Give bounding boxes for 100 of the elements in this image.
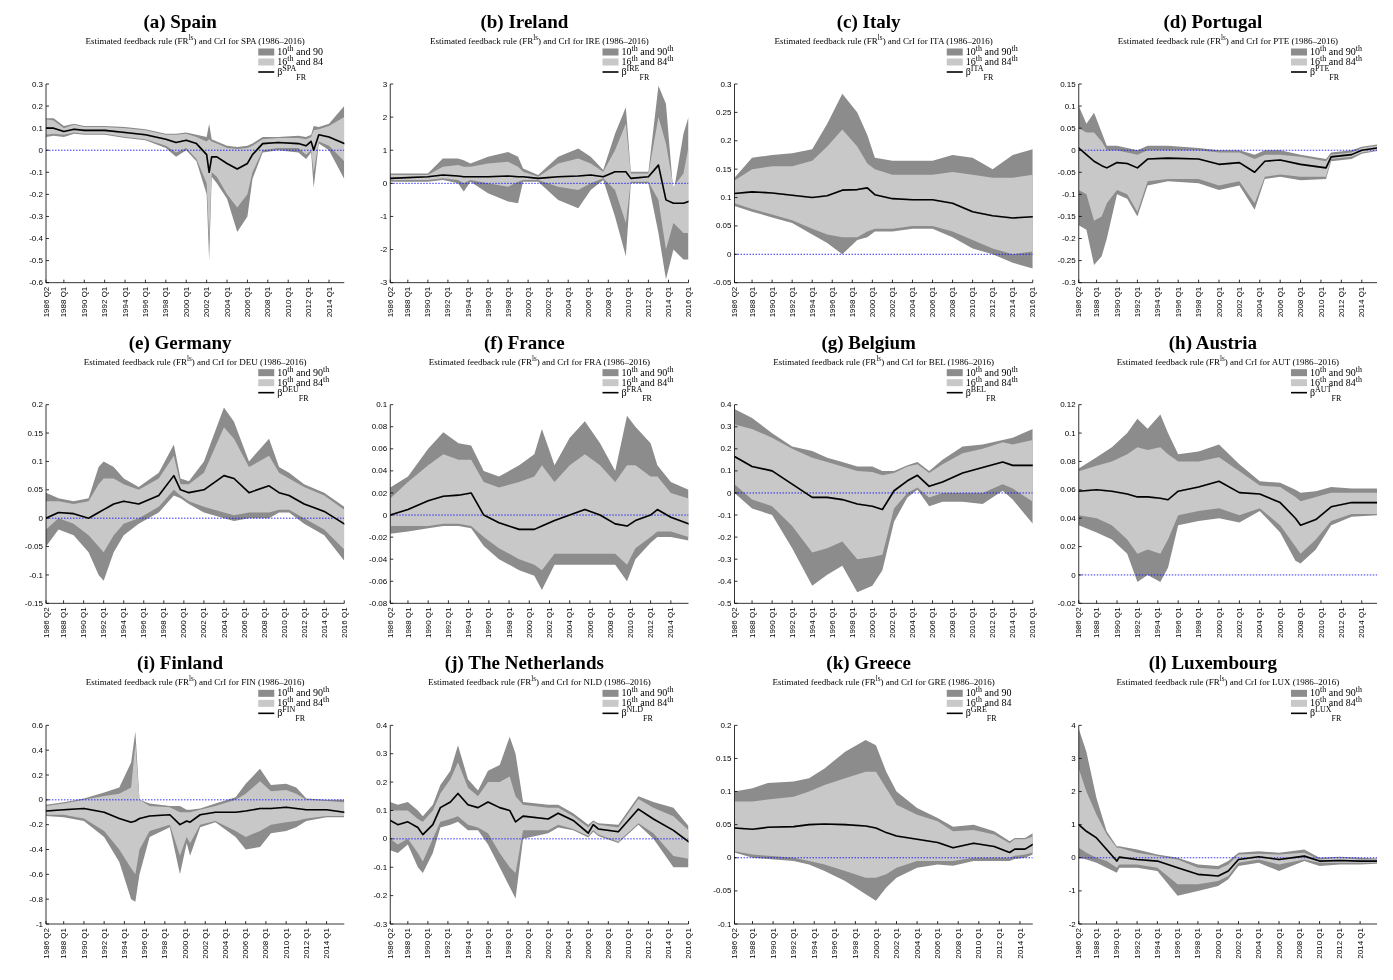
x-tick-label: 1994 Q1 — [119, 927, 129, 959]
y-tick-label: 0.05 — [715, 221, 733, 231]
y-tick-label: 0.2 — [376, 777, 388, 787]
chart-title: (g) Belgium — [821, 331, 917, 354]
x-tick-label: 1998 Q1 — [503, 927, 513, 959]
x-tick-label: 1992 Q1 — [787, 286, 797, 318]
x-tick-label: 2002 Q1 — [892, 927, 902, 959]
y-tick-label: 0 — [382, 178, 388, 188]
y-tick-label: 0 — [727, 249, 733, 259]
y-tick-label: -0.4 — [29, 234, 44, 244]
x-tick-label: 2002 Q1 — [1234, 606, 1244, 639]
y-tick-label: -0.15 — [24, 598, 44, 608]
y-tick-label: 0.4 — [376, 720, 388, 730]
x-tick-label: 2008 Q1 — [259, 606, 269, 639]
y-tick-label: -0.2 — [29, 189, 44, 199]
x-tick-label: 2012 Q1 — [299, 606, 309, 639]
x-tick-label: 2000 Q1 — [523, 927, 533, 959]
x-tick-label: 1986 Q2 — [41, 606, 51, 639]
x-tick-label: 2006 Q1 — [242, 286, 252, 318]
y-tick-label: 0.15 — [27, 428, 44, 438]
x-tick-label: 2006 Q1 — [1275, 606, 1285, 639]
y-tick-label: 0.04 — [1060, 513, 1077, 523]
x-tick-label: 2002 Q1 — [202, 286, 212, 318]
x-tick-label: 2004 Q1 — [1255, 286, 1265, 318]
x-tick-label: 2002 Q1 — [1234, 927, 1244, 959]
x-tick-label: 2014 Q1 — [319, 606, 329, 639]
x-tick-label: 2010 Q1 — [1316, 286, 1326, 318]
x-tick-label: 1996 Q1 — [140, 927, 150, 959]
x-tick-label: 2010 Q1 — [283, 286, 293, 318]
x-tick-label: 1998 Q1 — [847, 286, 857, 318]
x-tick-label: 2008 Q1 — [1296, 286, 1306, 318]
y-tick-label: -0.8 — [29, 894, 44, 904]
x-tick-label: 1986 Q2 — [385, 606, 395, 639]
y-tick-label: -2 — [380, 245, 388, 255]
x-tick-label: 2014 Q1 — [664, 286, 674, 318]
x-tick-label: 2000 Q1 — [1214, 286, 1224, 318]
x-tick-label: 1988 Q1 — [59, 286, 69, 318]
y-tick-label: -0.4 — [29, 845, 44, 855]
x-tick-label: 2000 Q1 — [1213, 927, 1223, 959]
y-tick-label: -0.02 — [1057, 598, 1077, 608]
x-tick-label: 2012 Q1 — [1336, 286, 1346, 318]
x-tick-label: 2016 Q1 — [1028, 606, 1038, 639]
x-tick-label: 1990 Q1 — [423, 927, 433, 959]
y-tick-label: -0.1 — [717, 510, 733, 520]
y-tick-label: -0.1 — [717, 919, 733, 929]
y-tick-label: -0.3 — [717, 554, 733, 564]
x-tick-label: 2002 Q1 — [199, 606, 209, 639]
x-tick-label: 1998 Q1 — [503, 286, 513, 318]
chart-subtitle: Estimated feedback rule (FR$^{ls}$) and CrI for AUT (1986–2016) — [1116, 354, 1339, 367]
x-tick-label: 1996 Q1 — [1173, 606, 1183, 639]
x-tick-label: 1988 Q1 — [748, 927, 758, 959]
x-tick-label: 2000 Q1 — [523, 286, 533, 318]
y-tick-label: 0.06 — [371, 444, 388, 454]
x-tick-label: 2004 Q1 — [221, 927, 231, 959]
x-tick-label: 2014 Q1 — [1357, 606, 1367, 639]
x-tick-label: 1988 Q1 — [747, 606, 757, 639]
x-tick-label: 2000 Q1 — [524, 606, 534, 639]
x-tick-label: 1986 Q2 — [1074, 606, 1084, 639]
x-tick-label: 1988 Q1 — [59, 927, 69, 959]
x-tick-label: 1988 Q1 — [403, 606, 413, 639]
x-tick-label: 2006 Q1 — [928, 606, 938, 639]
x-tick-label: 2014 Q1 — [322, 927, 332, 959]
x-tick-label: 1998 Q1 — [160, 927, 170, 959]
x-tick-label: 2010 Q1 — [623, 286, 633, 318]
x-tick-label: 2012 Q1 — [988, 286, 998, 318]
y-tick-label: 0.1 — [376, 806, 388, 816]
y-tick-label: -0.02 — [369, 532, 388, 542]
y-tick-label: -1 — [35, 919, 44, 929]
y-tick-label: 0 — [382, 510, 388, 520]
x-tick-label: 2016 Q1 — [1028, 286, 1038, 318]
x-tick-label: 1996 Q1 — [830, 927, 840, 959]
y-tick-label: -0.08 — [369, 598, 388, 608]
y-tick-label: 0.3 — [720, 422, 733, 432]
x-tick-label: 2012 Q1 — [646, 606, 656, 639]
x-tick-label: 1998 Q1 — [159, 606, 169, 639]
y-tick-label: 3 — [1071, 754, 1077, 763]
x-tick-label: 2012 Q1 — [643, 286, 653, 318]
y-tick-label: 0.6 — [31, 720, 44, 730]
x-tick-label: 1992 Q1 — [1132, 927, 1142, 959]
x-tick-label: 1990 Q1 — [1112, 286, 1122, 318]
x-tick-label: 2004 Q1 — [565, 606, 575, 639]
y-tick-label: -0.3 — [1061, 278, 1077, 288]
x-tick-label: 2008 Q1 — [1296, 606, 1306, 639]
y-tick-label: -0.3 — [373, 919, 388, 929]
chart-title: (d) Portugal — [1163, 11, 1263, 33]
chart-title: (c) Italy — [836, 11, 902, 33]
x-tick-label: 2008 Q1 — [948, 286, 958, 318]
y-tick-label: 0.12 — [1060, 400, 1077, 410]
x-tick-label: 2004 Q1 — [908, 606, 918, 639]
x-tick-label: 2006 Q1 — [583, 286, 593, 318]
x-tick-label: 1996 Q1 — [827, 606, 837, 639]
x-tick-label: 2012 Q1 — [643, 927, 653, 959]
y-tick-label: 0.4 — [720, 400, 733, 410]
y-tick-label: 0 — [38, 795, 44, 805]
y-tick-label: -0.3 — [29, 212, 44, 221]
x-tick-label: 1996 Q1 — [484, 606, 494, 639]
y-tick-label: 0 — [1071, 853, 1077, 863]
x-tick-label: 1990 Q1 — [1112, 606, 1122, 639]
y-tick-label: 1 — [1071, 820, 1077, 830]
y-tick-label: 0.05 — [1060, 123, 1077, 133]
